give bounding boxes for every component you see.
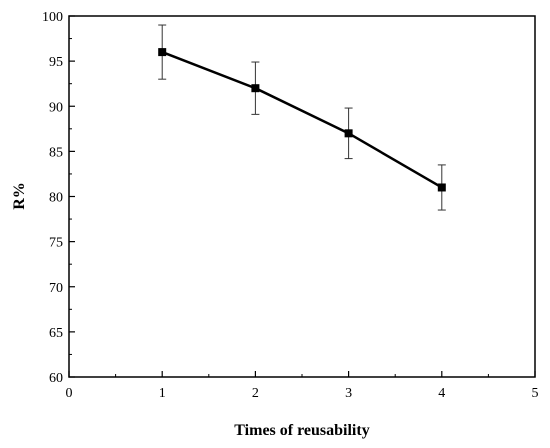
x-tick-label: 5: [532, 386, 539, 401]
data-point: [251, 84, 260, 93]
x-tick-label: 3: [345, 386, 352, 401]
y-tick-label: 80: [49, 191, 63, 206]
plot-frame: [68, 15, 536, 378]
y-tick-label: 90: [49, 100, 63, 115]
y-tick-label: 85: [49, 145, 63, 160]
x-tick-label: 0: [66, 386, 73, 401]
series-line: [161, 50, 443, 189]
series-layer: [158, 24, 446, 211]
x-tick-label: 4: [438, 386, 445, 401]
y-tick-label: 95: [49, 55, 63, 70]
y-tick-label: 65: [49, 326, 63, 341]
data-point: [158, 48, 167, 57]
y-tick-label: 75: [49, 236, 63, 251]
y-tick-label: 70: [49, 281, 63, 296]
y-axis-ticks: 60 65 70 75 80 85 90 95 100: [42, 10, 75, 386]
x-axis-title: Times of reusability: [234, 422, 369, 439]
y-axis-title: R%: [11, 182, 28, 210]
y-tick-label: 60: [49, 371, 63, 386]
x-tick-label: 1: [159, 386, 166, 401]
data-point: [437, 183, 446, 192]
x-axis-ticks: 0 1 2 3 4 5: [66, 371, 539, 401]
y-tick-label: 100: [42, 10, 63, 25]
data-point: [344, 129, 353, 138]
x-tick-label: 2: [252, 386, 259, 401]
